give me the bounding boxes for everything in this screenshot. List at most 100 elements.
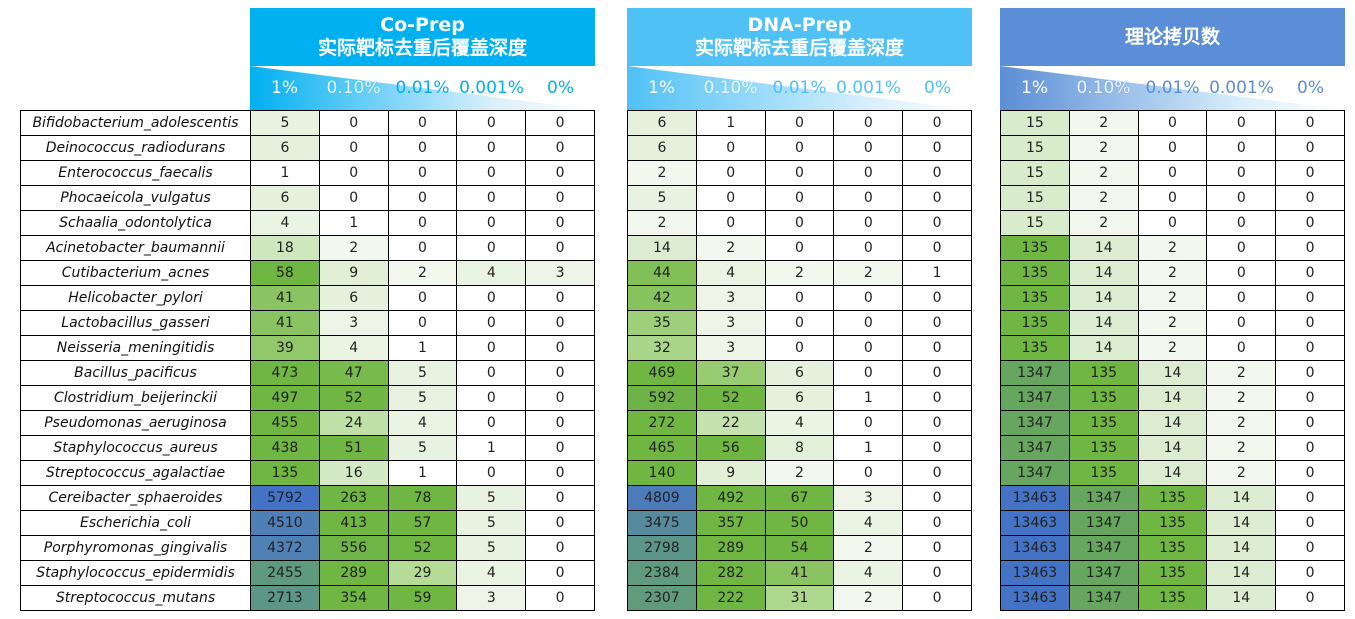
dilution-band: 1% 0.10% 0.01% 0.001% 0% — [1000, 66, 1345, 110]
heatmap-cell: 282 — [696, 561, 766, 585]
dilution-band: 1% 0.10% 0.01% 0.001% 0% — [250, 66, 595, 110]
heatmap-cell: 2 — [1207, 386, 1277, 410]
heatmap-cell: 0 — [903, 286, 972, 310]
heatmap-cell: 14 — [1069, 236, 1139, 260]
heatmap-cell: 67 — [765, 486, 835, 510]
table-row: 592 52 6 1 0 — [628, 386, 972, 411]
heatmap-cell: 0 — [834, 236, 904, 260]
table-row: 135 14 2 0 0 — [1001, 336, 1345, 361]
heatmap-cell: 42 — [628, 286, 697, 310]
column-label: 1% — [648, 78, 675, 98]
table-row: 32 3 0 0 0 — [628, 336, 972, 361]
heatmap-cell: 0 — [765, 311, 835, 335]
table-row: 1347 135 14 2 0 — [1001, 436, 1345, 461]
table-row: 4510 413 57 5 0 — [251, 511, 595, 536]
heatmap-cell: 0 — [1276, 161, 1345, 185]
heatmap-cell: 4 — [834, 561, 904, 585]
heatmap-cell: 135 — [1069, 361, 1139, 385]
heatmap-cell: 0 — [903, 311, 972, 335]
heatmap-cell: 59 — [388, 586, 458, 610]
heatmap-cell: 13463 — [1001, 536, 1070, 560]
heatmap-cell: 0 — [388, 286, 458, 310]
heatmap-cell: 0 — [1138, 161, 1208, 185]
table-row: 469 37 6 0 0 — [628, 361, 972, 386]
heatmap-cell: 3475 — [628, 511, 697, 535]
heatmap-cell: 0 — [457, 161, 527, 185]
row-label: Staphylococcus_epidermidis — [21, 561, 251, 586]
heatmap-cell: 0 — [834, 411, 904, 435]
heatmap-cell: 2713 — [251, 586, 320, 610]
heatmap-cell: 0 — [1276, 561, 1345, 585]
heatmap-cell: 289 — [319, 561, 389, 585]
heatmap-cell: 0 — [388, 136, 458, 160]
heatmap-cell: 135 — [1069, 436, 1139, 460]
table-row: 140 9 2 0 0 — [628, 461, 972, 486]
heatmap-cell: 2 — [1069, 186, 1139, 210]
table-row: 41 3 0 0 0 — [251, 311, 595, 336]
heatmap-cell: 1 — [388, 461, 458, 485]
heatmap-cell: 0 — [319, 136, 389, 160]
heatmap-cell: 0 — [1276, 586, 1345, 610]
heatmap-cell: 6 — [765, 361, 835, 385]
table-row: 41 6 0 0 0 — [251, 286, 595, 311]
heatmap-cell: 0 — [1276, 111, 1345, 135]
table-row: 438 51 5 1 0 — [251, 436, 595, 461]
table-row: 1347 135 14 2 0 — [1001, 386, 1345, 411]
heatmap-cell: 1 — [696, 111, 766, 135]
heatmap-cell: 29 — [388, 561, 458, 585]
row-label: Staphylococcus_aureus — [21, 436, 251, 461]
heatmap-cell: 14 — [1069, 311, 1139, 335]
table-row: 2455 289 29 4 0 — [251, 561, 595, 586]
heatmap-cell: 0 — [765, 161, 835, 185]
table-title: Co-Prep — [380, 14, 465, 36]
heatmap-cell: 0 — [457, 386, 527, 410]
heatmap-cell: 0 — [903, 436, 972, 460]
heatmap-cell: 14 — [1138, 436, 1208, 460]
heatmap-cell: 0 — [1138, 211, 1208, 235]
table-row: 2798 289 54 2 0 — [628, 536, 972, 561]
heatmap-cell: 0 — [388, 161, 458, 185]
heatmap-cell: 4 — [457, 561, 527, 585]
heatmap-cell: 14 — [1138, 361, 1208, 385]
column-label: 0.001% — [459, 78, 524, 98]
table-row: 272 22 4 0 0 — [628, 411, 972, 436]
heatmap-cell: 2384 — [628, 561, 697, 585]
heatmap-cell: 1 — [319, 211, 389, 235]
row-label: Schaalia_odontolytica — [21, 211, 251, 236]
heatmap-cell: 16 — [319, 461, 389, 485]
heatmap-cell: 0 — [903, 211, 972, 235]
heatmap-cell: 0 — [457, 111, 527, 135]
heatmap-cell: 0 — [526, 436, 595, 460]
heatmap-cell: 57 — [388, 511, 458, 535]
heatmap-cell: 455 — [251, 411, 320, 435]
heatmap-cell: 9 — [696, 461, 766, 485]
table-row: 135 14 2 0 0 — [1001, 261, 1345, 286]
heatmap-cell: 1347 — [1069, 511, 1139, 535]
heatmap-cell: 2 — [765, 461, 835, 485]
heatmap-cell: 32 — [628, 336, 697, 360]
heatmap-cell: 31 — [765, 586, 835, 610]
heatmap-cell: 0 — [834, 161, 904, 185]
heatmap-cell: 14 — [1207, 486, 1277, 510]
heatmap-cell: 2 — [1138, 336, 1208, 360]
heatmap-cell: 14 — [1069, 286, 1139, 310]
heatmap-cell: 4809 — [628, 486, 697, 510]
heatmap-cell: 0 — [1276, 536, 1345, 560]
heatmap-cell: 0 — [1276, 336, 1345, 360]
table-subtitle: 实际靶标去重后覆盖深度 — [317, 37, 527, 59]
table-dnaprep: DNA-Prep 实际靶标去重后覆盖深度 1% 0.10% 0.01% 0.001% 0%… — [627, 8, 972, 611]
heatmap-cell: 39 — [251, 336, 320, 360]
heatmap-cell: 35 — [628, 311, 697, 335]
heatmap-cell: 1 — [251, 161, 320, 185]
heatmap-cell: 0 — [1207, 336, 1277, 360]
table-row: 465 56 8 1 0 — [628, 436, 972, 461]
table-subtitle: 实际靶标去重后覆盖深度 — [694, 37, 904, 59]
heatmap-cell: 2 — [1138, 311, 1208, 335]
heatmap-cell: 0 — [834, 186, 904, 210]
column-label: 0.001% — [1209, 78, 1274, 98]
column-label: 1% — [1021, 78, 1048, 98]
table-header: DNA-Prep 实际靶标去重后覆盖深度 — [627, 8, 972, 66]
heatmap-cell: 0 — [319, 186, 389, 210]
